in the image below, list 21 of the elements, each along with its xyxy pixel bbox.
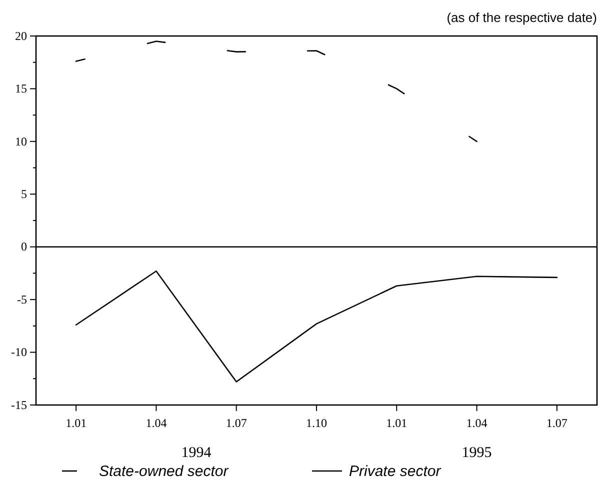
- line-series: [75, 270, 558, 382]
- y-tick-label: -15: [11, 398, 27, 412]
- text: 1994: [181, 445, 212, 461]
- x-tick-label: 1.01: [66, 416, 87, 430]
- legend-label: State-owned sector: [99, 463, 230, 480]
- x-tick-label: 1.04: [466, 416, 488, 430]
- x-tick-label: 1.10: [306, 416, 327, 430]
- x-tick-label: 1.01: [386, 416, 408, 430]
- y-tick-label: 0: [21, 240, 27, 254]
- y-tick-label: 10: [15, 134, 27, 148]
- y-tick-label: -10: [11, 345, 27, 360]
- y-tick-label: 20: [15, 28, 27, 43]
- x-tick-label: 1.07: [546, 416, 568, 430]
- chart-subtitle: (as of the respective date): [446, 10, 597, 25]
- x-tick-label: 1.07: [226, 416, 247, 430]
- legend-label: Private sector: [349, 463, 442, 480]
- y-tick-label: 5: [21, 186, 27, 201]
- y-tick-label: -5: [17, 292, 27, 306]
- x-tick-label: 1.04: [146, 416, 167, 430]
- y-tick-label: 15: [15, 82, 27, 96]
- text: 1995: [462, 445, 492, 461]
